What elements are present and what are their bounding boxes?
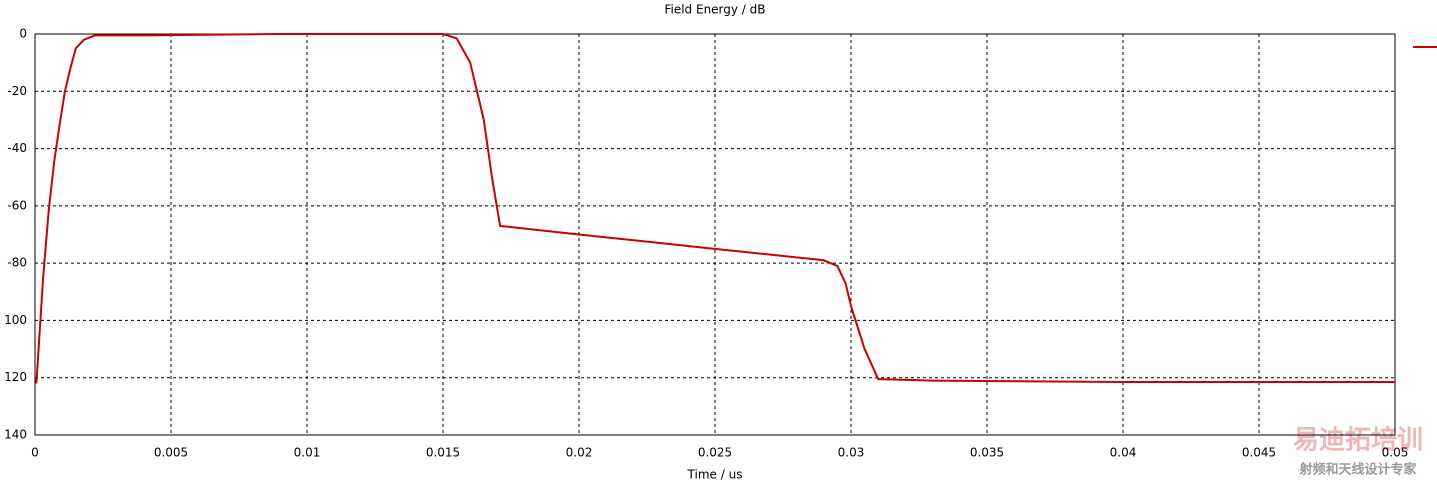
y-tick-label: -60 <box>7 198 27 212</box>
x-tick-label: 0.045 <box>1242 446 1276 460</box>
x-tick-label: 0.005 <box>154 446 188 460</box>
x-axis-label: Time / us <box>687 468 743 480</box>
y-tick-label: -20 <box>7 84 27 98</box>
x-tick-label: 0.02 <box>566 446 593 460</box>
x-tick-label: 0.01 <box>294 446 321 460</box>
x-tick-label: 0.015 <box>426 446 460 460</box>
y-tick-label: -80 <box>7 256 27 270</box>
y-tick-label: 140 <box>4 428 27 442</box>
y-tick-label: 120 <box>4 370 27 384</box>
y-tick-label: -40 <box>7 141 27 155</box>
y-tick-label: 0 <box>19 27 27 41</box>
watermark: 易迪拓培训 <box>1293 426 1423 456</box>
series-line <box>35 33 1395 384</box>
x-tick-label: 0.04 <box>1110 446 1137 460</box>
x-tick-label: 0.03 <box>838 446 865 460</box>
watermark-subtitle: 射频和天线设计专家 <box>1298 462 1417 478</box>
x-tick-label: 0 <box>31 446 39 460</box>
x-tick-label: 0.025 <box>698 446 732 460</box>
plot-frame <box>34 33 1396 436</box>
x-tick-label: 0.05 <box>1382 446 1409 460</box>
x-tick-label: 0.035 <box>970 446 1004 460</box>
chart-title: Field Energy / dB <box>664 3 765 17</box>
y-tick-label: 100 <box>4 313 27 327</box>
